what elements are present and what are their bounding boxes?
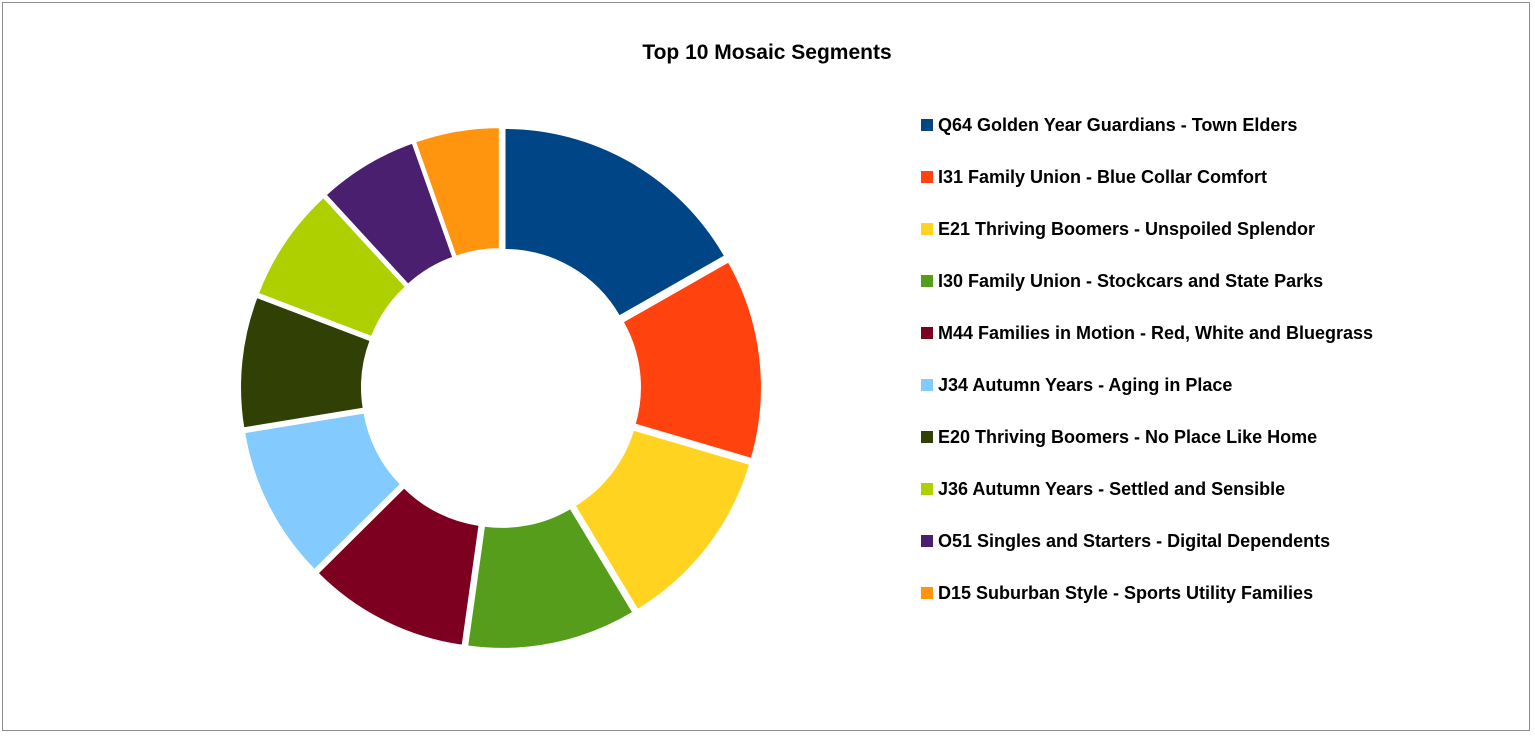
legend-swatch [921, 587, 933, 599]
chart-title: Top 10 Mosaic Segments [642, 41, 892, 64]
donut-slice-8 [256, 195, 408, 339]
legend-label: E20 Thriving Boomers - No Place Like Hom… [938, 426, 1318, 447]
donut-slice-1 [503, 126, 727, 318]
donut-chart [239, 126, 763, 650]
legend-label: O51 Singles and Starters - Digital Depen… [938, 530, 1331, 551]
chart-legend: Q64 Golden Year Guardians - Town Elders I… [921, 99, 1373, 619]
donut-slice-10 [413, 126, 501, 258]
legend-item: J36 Autumn Years - Settled and Sensible [921, 463, 1373, 515]
legend-label: J36 Autumn Years - Settled and Sensible [938, 478, 1286, 499]
legend-label: I31 Family Union - Blue Collar Comfort [938, 166, 1268, 187]
donut-slice-4 [466, 506, 635, 650]
donut-slice-6 [242, 411, 403, 572]
donut-slice-9 [324, 141, 455, 287]
legend-item: Q64 Golden Year Guardians - Town Elders [921, 99, 1373, 151]
donut-slice-5 [316, 485, 481, 647]
legend-item: O51 Singles and Starters - Digital Depen… [921, 515, 1373, 567]
legend-swatch [921, 223, 933, 235]
legend-label: I30 Family Union - Stockcars and State P… [938, 270, 1324, 291]
legend-item: I30 Family Union - Stockcars and State P… [921, 255, 1373, 307]
legend-label: D15 Suburban Style - Sports Utility Fami… [938, 582, 1314, 603]
legend-item: E21 Thriving Boomers - Unspoiled Splendo… [921, 203, 1373, 255]
legend-swatch [921, 275, 933, 287]
donut-slice-2 [621, 259, 763, 461]
legend-item: J34 Autumn Years - Aging in Place [921, 359, 1373, 411]
legend-swatch [921, 483, 933, 495]
legend-label: E21 Thriving Boomers - Unspoiled Splendo… [938, 218, 1316, 239]
legend-label: Q64 Golden Year Guardians - Town Elders [938, 114, 1298, 135]
legend-item: M44 Families in Motion - Red, White and … [921, 307, 1373, 359]
legend-swatch [921, 535, 933, 547]
donut-slice-3 [573, 428, 752, 612]
legend-swatch [921, 379, 933, 391]
legend-item: D15 Suburban Style - Sports Utility Fami… [921, 567, 1373, 619]
donut-slices [239, 126, 763, 650]
legend-item: I31 Family Union - Blue Collar Comfort [921, 151, 1373, 203]
legend-swatch [921, 171, 933, 183]
legend-swatch [921, 327, 933, 339]
legend-label: M44 Families in Motion - Red, White and … [938, 322, 1374, 343]
legend-swatch [921, 431, 933, 443]
legend-label: J34 Autumn Years - Aging in Place [938, 374, 1233, 395]
legend-item: E20 Thriving Boomers - No Place Like Hom… [921, 411, 1373, 463]
donut-slice-7 [239, 295, 372, 430]
legend-swatch [921, 119, 933, 131]
